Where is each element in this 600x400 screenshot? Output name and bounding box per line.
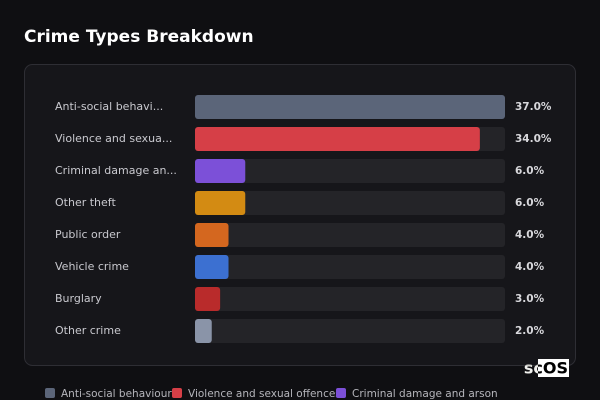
value-label: 3.0% — [515, 293, 545, 305]
bar — [195, 287, 221, 311]
track — [195, 287, 505, 311]
category-label: Public order — [55, 228, 121, 241]
legend-swatch — [45, 388, 55, 398]
bar — [195, 191, 246, 215]
value-label: 34.0% — [515, 133, 552, 145]
logo-box — [538, 359, 569, 377]
logo: scOS — [524, 359, 568, 378]
value-label: 37.0% — [515, 101, 552, 113]
value-label: 6.0% — [515, 165, 545, 177]
category-label: Anti-social behavi... — [55, 100, 163, 113]
legend-label: Violence and sexual offences — [188, 388, 341, 400]
category-label: Violence and sexua... — [55, 132, 172, 145]
bar — [195, 159, 246, 183]
category-label: Criminal damage an... — [55, 164, 177, 177]
value-label: 4.0% — [515, 229, 545, 241]
legend-swatch — [172, 388, 182, 398]
category-label: Vehicle crime — [55, 260, 129, 273]
track — [195, 159, 505, 183]
bar — [195, 95, 505, 119]
value-label: 2.0% — [515, 325, 545, 337]
bar — [195, 255, 229, 279]
legend-label: Criminal damage and arson — [352, 388, 498, 400]
chart-title: Crime Types Breakdown — [24, 27, 254, 47]
bar — [195, 127, 480, 151]
bar — [195, 319, 212, 343]
track — [195, 191, 505, 215]
category-label: Other crime — [55, 324, 121, 337]
track — [195, 255, 505, 279]
track — [195, 319, 505, 343]
track — [195, 223, 505, 247]
bar — [195, 223, 229, 247]
category-label: Other theft — [55, 196, 116, 209]
category-label: Burglary — [55, 292, 102, 305]
legend-swatch — [336, 388, 346, 398]
legend-label: Anti-social behaviour — [61, 388, 172, 400]
value-label: 4.0% — [515, 261, 545, 273]
value-label: 6.0% — [515, 197, 545, 209]
